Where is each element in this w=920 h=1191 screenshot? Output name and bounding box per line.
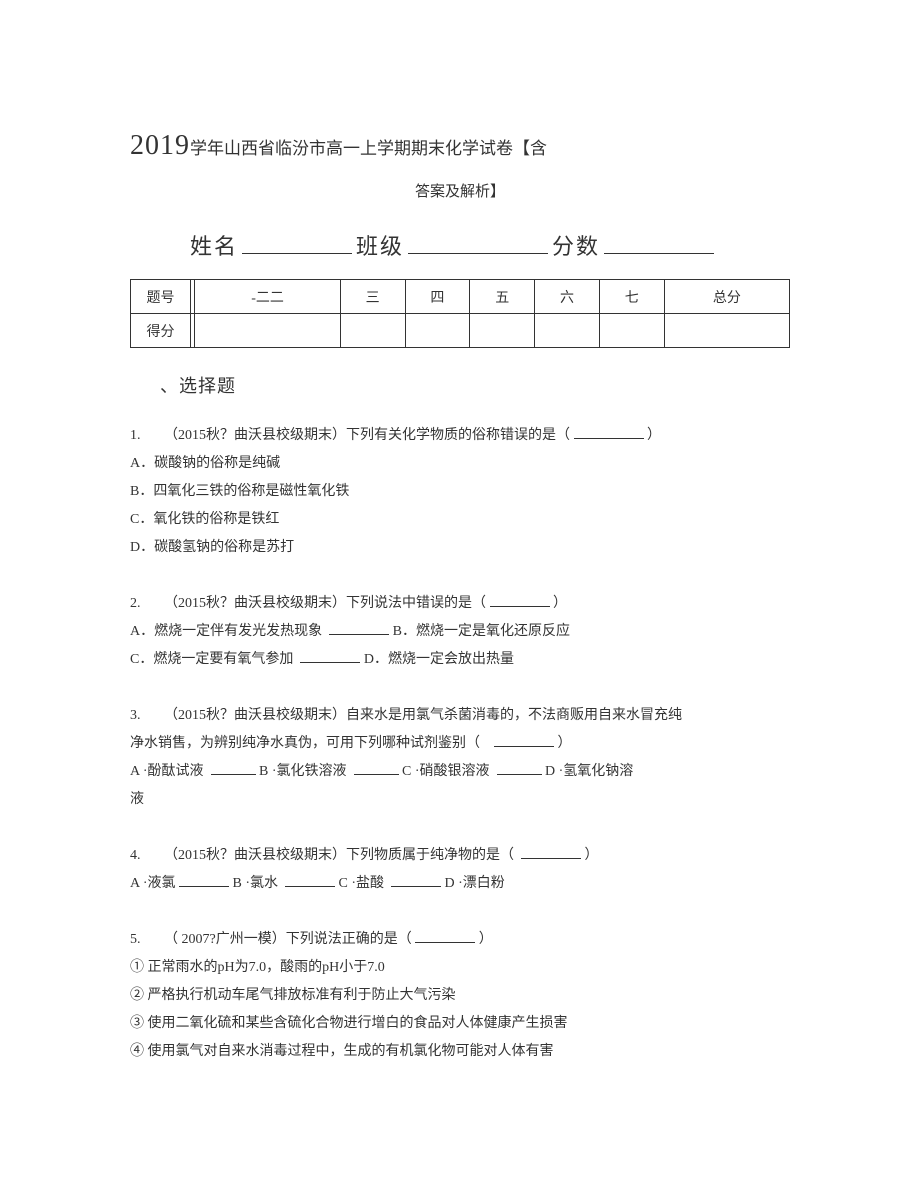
- question-number: 2.: [130, 596, 141, 611]
- question-stem-line1: （2015秋？曲沃县校级期末）自来水是用氯气杀菌消毒的，不法商贩用自来水冒充纯: [164, 708, 682, 723]
- table-cell: -二二: [195, 280, 340, 314]
- option-b: B．燃烧一定是氧化还原反应: [393, 624, 570, 639]
- answer-blank[interactable]: [574, 425, 644, 439]
- table-cell[interactable]: [470, 314, 535, 348]
- table-row: 题号 -二二 三 四 五 六 七 总分: [131, 280, 790, 314]
- option-d: D．碳酸氢钠的俗称是苏打: [130, 534, 790, 562]
- answer-blank[interactable]: [415, 929, 475, 943]
- question-number: 1.: [130, 428, 141, 443]
- question-number: 3.: [130, 708, 141, 723]
- table-cell: 五: [470, 280, 535, 314]
- option-d: D ·漂白粉: [445, 876, 505, 891]
- exam-title-suffix: 学年山西省临汾市高一上学期期末化学试卷【含: [190, 139, 547, 158]
- question-number: 4.: [130, 848, 141, 863]
- option-b: B ·氯化铁溶液: [259, 764, 347, 779]
- statement-1: ① 正常雨水的pH为7.0，酸雨的pH小于7.0: [130, 954, 790, 982]
- question-5: 5. （ 2007?广州一模）下列说法正确的是（ ） ① 正常雨水的pH为7.0…: [130, 926, 790, 1066]
- question-3: 3. （2015秋？曲沃县校级期末）自来水是用氯气杀菌消毒的，不法商贩用自来水冒…: [130, 702, 790, 814]
- table-cell[interactable]: [340, 314, 405, 348]
- blank: [211, 761, 256, 775]
- option-d-prefix: D ·氢氧化钠溶: [545, 764, 633, 779]
- row-label: 得分: [131, 314, 191, 348]
- question-1: 1. （2015秋？曲沃县校级期末）下列有关化学物质的俗称错误的是（ ） A．碳…: [130, 422, 790, 562]
- blank: [179, 873, 229, 887]
- exam-title-line2: 答案及解析】: [130, 180, 790, 201]
- question-number: 5.: [130, 932, 141, 947]
- score-label: 分数: [552, 234, 600, 259]
- paren-close: ）: [479, 932, 493, 947]
- question-4: 4. （2015秋？曲沃县校级期末）下列物质属于纯净物的是（ ） A ·液氯 B…: [130, 842, 790, 898]
- option-c: C ·硝酸银溶液: [402, 764, 490, 779]
- blank: [285, 873, 335, 887]
- table-cell[interactable]: [405, 314, 470, 348]
- paren-close: ）: [585, 848, 599, 863]
- row-label: 题号: [131, 280, 191, 314]
- class-blank[interactable]: [408, 234, 548, 254]
- table-row: 得分: [131, 314, 790, 348]
- name-blank[interactable]: [242, 234, 352, 254]
- option-d: D．燃烧一定会放出热量: [364, 652, 514, 667]
- option-c: C．氧化铁的俗称是铁红: [130, 506, 790, 534]
- option-b: B ·氯水: [233, 876, 279, 891]
- option-b: B．四氧化三铁的俗称是磁性氧化铁: [130, 478, 790, 506]
- answer-blank[interactable]: [494, 733, 554, 747]
- table-cell[interactable]: [535, 314, 600, 348]
- question-stem: （ 2007?广州一模）下列说法正确的是（: [164, 932, 412, 947]
- section-title: 、选择题: [160, 372, 790, 398]
- table-cell[interactable]: [195, 314, 340, 348]
- answer-blank[interactable]: [490, 593, 550, 607]
- question-stem: （2015秋？曲沃县校级期末）下列有关化学物质的俗称错误的是（: [164, 428, 570, 443]
- student-info-line: 姓名 班级 分数: [190, 229, 790, 261]
- blank: [354, 761, 399, 775]
- class-label: 班级: [356, 234, 404, 259]
- exam-year: 2019: [130, 130, 190, 161]
- question-2: 2. （2015秋？曲沃县校级期末）下列说法中错误的是（ ） A．燃烧一定伴有发…: [130, 590, 790, 674]
- score-blank[interactable]: [604, 234, 714, 254]
- blank: [497, 761, 542, 775]
- question-stem-line2: 净水销售，为辨别纯净水真伪，可用下列哪种试剂鉴别（: [130, 736, 480, 751]
- option-c: C ·盐酸: [339, 876, 385, 891]
- blank: [391, 873, 441, 887]
- table-cell[interactable]: [599, 314, 664, 348]
- answer-blank[interactable]: [521, 845, 581, 859]
- statement-4: ④ 使用氯气对自来水消毒过程中，生成的有机氯化物可能对人体有害: [130, 1038, 790, 1066]
- paren-close: ）: [553, 596, 567, 611]
- option-a: A．碳酸钠的俗称是纯碱: [130, 450, 790, 478]
- table-cell: 四: [405, 280, 470, 314]
- option-a: A ·液氯: [130, 876, 176, 891]
- table-cell[interactable]: [664, 314, 789, 348]
- blank: [300, 649, 360, 663]
- option-a: A ·酚酞试液: [130, 764, 204, 779]
- option-c: C．燃烧一定要有氧气参加: [130, 652, 293, 667]
- table-cell: 三: [340, 280, 405, 314]
- question-stem: （2015秋？曲沃县校级期末）下列说法中错误的是（: [164, 596, 486, 611]
- table-cell: 七: [599, 280, 664, 314]
- question-stem: （2015秋？曲沃县校级期末）下列物质属于纯净物的是（: [164, 848, 514, 863]
- table-cell: 总分: [664, 280, 789, 314]
- blank: [329, 621, 389, 635]
- paren-close: ）: [558, 736, 572, 751]
- exam-title-line1: 2019学年山西省临汾市高一上学期期末化学试卷【含: [130, 130, 790, 162]
- statement-2: ② 严格执行机动车尾气排放标准有利于防止大气污染: [130, 982, 790, 1010]
- name-label: 姓名: [190, 234, 238, 259]
- table-cell: 六: [535, 280, 600, 314]
- option-a: A．燃烧一定伴有发光发热现象: [130, 624, 322, 639]
- option-d-line2: 液: [130, 792, 144, 807]
- score-table: 题号 -二二 三 四 五 六 七 总分 得分: [130, 279, 790, 348]
- paren-close: ）: [647, 428, 661, 443]
- statement-3: ③ 使用二氧化硫和某些含硫化合物进行增白的食品对人体健康产生损害: [130, 1010, 790, 1038]
